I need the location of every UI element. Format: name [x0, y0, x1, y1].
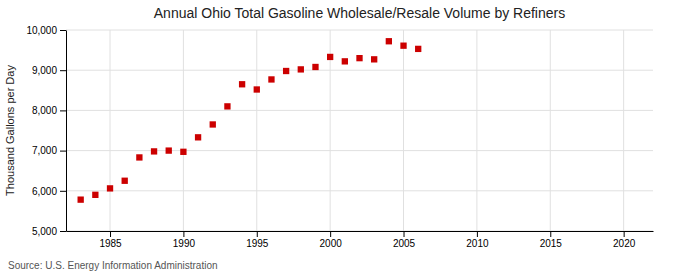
tick-mark [110, 231, 111, 237]
tick-label: 2005 [393, 238, 416, 249]
point [415, 46, 421, 52]
tick-label: 10,000 [26, 25, 57, 36]
tick: 2000 [320, 231, 343, 249]
point [239, 81, 245, 87]
tick: 1985 [99, 231, 122, 249]
tick-label: 6,000 [32, 186, 57, 197]
point [166, 147, 172, 153]
axis-line [67, 231, 654, 232]
point [298, 66, 304, 72]
tick: 2015 [540, 231, 563, 249]
point [92, 192, 98, 198]
annotation: Source: U.S. Energy Information Administ… [8, 260, 218, 271]
point [195, 134, 201, 140]
grid-line [403, 30, 404, 231]
tick-label: 2015 [540, 238, 563, 249]
tick-mark [257, 231, 258, 237]
tick: 1995 [246, 231, 269, 249]
tick: 1990 [173, 231, 196, 249]
point [371, 56, 377, 62]
tick-label: 5,000 [32, 226, 57, 237]
tick-mark [477, 231, 478, 237]
tick-label: 1995 [246, 238, 269, 249]
point [327, 54, 333, 60]
plot: 1985 1990 1995 2000 2005 2010 2015 2020 5,000 6,0… [26, 25, 653, 249]
tick: 2020 [613, 231, 636, 249]
tick-mark [404, 231, 405, 237]
grid-line [330, 30, 331, 231]
point [342, 58, 348, 64]
tick: 9,000 [32, 65, 66, 76]
tick-mark [60, 231, 66, 232]
grid-line [66, 30, 653, 31]
title: Annual Ohio Total Gasoline Wholesale/Res… [154, 5, 565, 21]
point [254, 86, 260, 92]
grid-line [550, 30, 551, 231]
grid-line [476, 30, 477, 231]
tick: 2005 [393, 231, 416, 249]
tick-mark [624, 231, 625, 237]
point [386, 38, 392, 44]
tick-mark [60, 151, 66, 152]
tick: 2010 [466, 231, 489, 249]
y-axis-title: Thousand Gallons per Day [4, 65, 16, 196]
grid-line [66, 110, 653, 111]
tick-mark [330, 231, 331, 237]
point [312, 64, 318, 70]
tick-label: 2000 [320, 238, 343, 249]
tick-mark [60, 70, 66, 71]
grid-line [110, 30, 111, 231]
grid-line [66, 231, 653, 232]
tick-mark [60, 191, 66, 192]
point [224, 103, 230, 109]
grid-line [66, 190, 653, 191]
point [151, 148, 157, 154]
tick-mark [183, 231, 184, 237]
x-axis: 1985 1990 1995 2000 2005 2010 2015 2020 [67, 231, 654, 249]
grid [66, 30, 653, 231]
point [180, 149, 186, 155]
tick-mark [60, 30, 66, 31]
tick-mark [60, 110, 66, 111]
grid-line [623, 30, 624, 231]
point [268, 76, 274, 82]
tick: 5,000 [32, 226, 66, 237]
point [400, 43, 406, 49]
point [107, 185, 113, 191]
tick: 7,000 [32, 145, 66, 156]
point [122, 178, 128, 184]
axis-line [66, 31, 67, 232]
tick-label: 2020 [613, 238, 636, 249]
tick: 10,000 [26, 25, 66, 36]
grid-line [66, 70, 653, 71]
point [283, 68, 289, 74]
tick-label: 8,000 [32, 105, 57, 116]
tick-label: 7,000 [32, 145, 57, 156]
chart: 1985 1990 1995 2000 2005 2010 2015 2020 5,000 6,0… [0, 0, 675, 275]
tick: 8,000 [32, 105, 66, 116]
point [78, 196, 84, 202]
point [136, 154, 142, 160]
grid-line [183, 30, 184, 231]
tick-label: 1985 [99, 238, 122, 249]
point [210, 121, 216, 127]
y-axis: 5,000 6,000 7,000 8,000 9,000 10,000 [26, 25, 66, 237]
grid-line [256, 30, 257, 231]
tick: 6,000 [32, 186, 66, 197]
point [356, 55, 362, 61]
tick-label: 1990 [173, 238, 196, 249]
points [78, 38, 422, 203]
tick-label: 9,000 [32, 65, 57, 76]
tick-label: 2010 [466, 238, 489, 249]
tick-mark [550, 231, 551, 237]
